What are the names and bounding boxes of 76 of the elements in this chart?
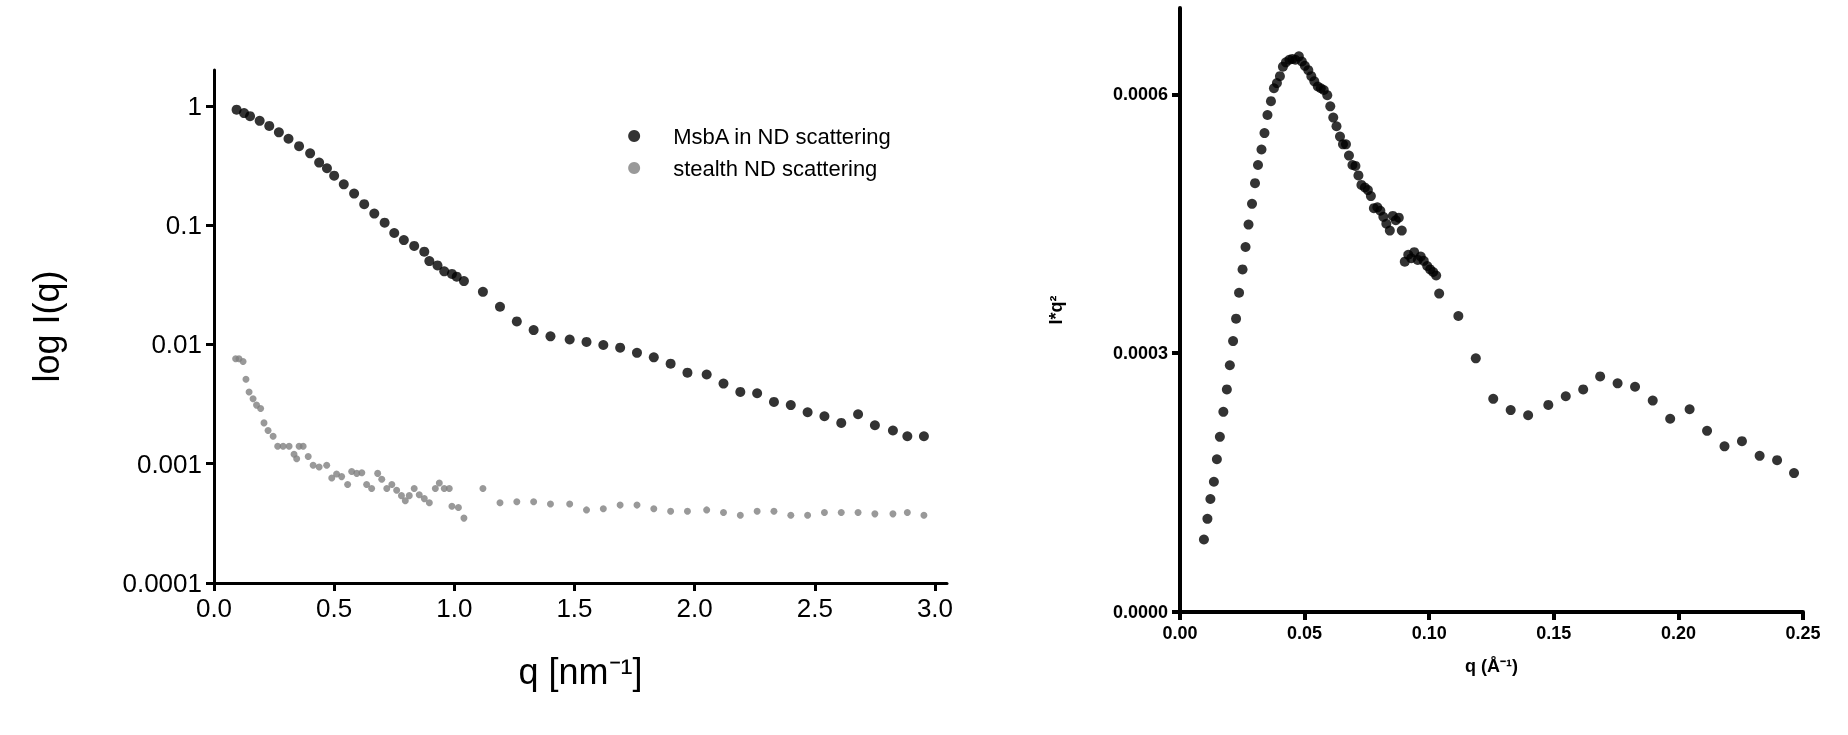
x-tick-label: 1.0 [436, 593, 473, 623]
point [682, 367, 693, 378]
x-axis-title: q (Å⁻¹) [1465, 656, 1518, 676]
point [477, 286, 488, 297]
point [409, 240, 420, 251]
y-tick-label: 0.1 [165, 210, 202, 241]
x-tick-label: 1.5 [556, 593, 593, 623]
x-tick-label: 0.20 [1660, 623, 1696, 643]
x-tick-label: 0.15 [1536, 623, 1572, 643]
point [511, 316, 522, 327]
x-tick-label: 0.05 [1287, 623, 1323, 643]
point [314, 157, 325, 168]
point [264, 120, 275, 131]
point [305, 148, 316, 159]
point [379, 217, 390, 228]
x-tick-label: 0.10 [1411, 623, 1447, 643]
point [389, 227, 400, 238]
y-tick-label: 0.0006 [1112, 84, 1168, 105]
point [918, 431, 929, 442]
point [665, 358, 676, 369]
point [648, 352, 659, 363]
point [321, 163, 332, 174]
point [564, 334, 575, 345]
x-tick-label: 2.0 [676, 593, 713, 623]
point [853, 409, 864, 420]
point [752, 388, 763, 399]
point [581, 336, 592, 347]
point [902, 431, 913, 442]
y-axis-title: I*q² [1046, 295, 1066, 325]
point [495, 301, 505, 312]
point [294, 141, 305, 152]
x-axis-title: q [nm⁻¹] [518, 650, 643, 692]
point [283, 133, 294, 144]
point [615, 342, 626, 353]
point [528, 325, 539, 336]
y-tick-label: 0.0000 [1112, 602, 1168, 622]
point [887, 425, 898, 436]
point [432, 260, 443, 271]
x-tick-label: 3.0 [916, 593, 954, 623]
y-axis-title: log I(q) [25, 270, 67, 383]
y-tick-label: 0.0003 [1112, 343, 1168, 364]
point [451, 271, 462, 282]
point [631, 347, 642, 358]
point [819, 411, 830, 422]
y-tick-label: 0.001 [136, 448, 202, 479]
legend-label: stealth ND scattering [673, 155, 878, 181]
point [701, 369, 712, 380]
point [329, 170, 340, 181]
point [338, 179, 349, 190]
x-tick-label: 0.5 [316, 593, 353, 623]
point [273, 127, 284, 138]
point [398, 235, 409, 246]
point [869, 420, 880, 431]
point [254, 115, 265, 126]
x-tick-label: 0.25 [1785, 623, 1821, 643]
point [369, 208, 380, 219]
point [598, 339, 609, 350]
point [768, 396, 779, 407]
point [718, 378, 729, 389]
point [458, 276, 469, 287]
x-tick-label: 0.00 [1162, 623, 1198, 643]
point [419, 246, 430, 257]
point [359, 199, 370, 210]
point [245, 111, 256, 122]
y-tick-label: 1 [187, 90, 202, 121]
x-tick-label: 2.5 [796, 593, 833, 623]
point [785, 400, 796, 411]
point [349, 188, 360, 199]
point [735, 386, 746, 397]
point [439, 266, 450, 277]
point [424, 256, 435, 267]
point [802, 407, 813, 418]
point [836, 417, 847, 428]
legend-label: MsbA in ND scattering [673, 123, 891, 149]
y-tick-label: 0.01 [151, 329, 202, 360]
point [545, 331, 556, 342]
